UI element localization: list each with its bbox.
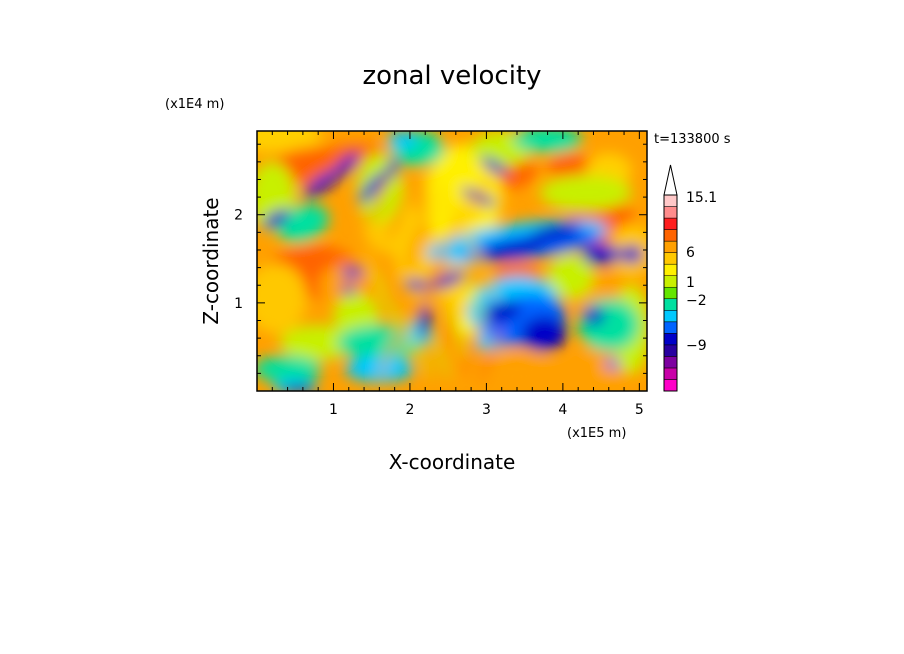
field-patch (480, 157, 508, 176)
time-label: t=133800 s (654, 132, 731, 147)
colorbar-level (663, 240, 678, 253)
colorbar-level (663, 252, 678, 265)
colorbar-tick-label: 1 (686, 275, 695, 291)
field-patch (547, 254, 594, 299)
field-streak (424, 256, 446, 314)
x-tick-label: 2 (405, 402, 414, 418)
field-patch (387, 131, 418, 149)
field-streak (470, 170, 492, 227)
colorbar-level (663, 379, 678, 392)
field-streak (438, 178, 460, 235)
field-patch (337, 324, 422, 361)
colorbar-level (663, 333, 678, 346)
field-patch (475, 239, 544, 261)
x-tick-label: 1 (329, 402, 338, 418)
field-streak (387, 184, 409, 242)
field-patch (341, 266, 365, 278)
field-streak (410, 324, 432, 381)
colorbar-level (663, 194, 678, 207)
colorbar-level (663, 356, 678, 369)
x-tick-label: 5 (635, 402, 644, 418)
field-patch (604, 360, 621, 369)
field-streak (479, 327, 501, 384)
field-streak (461, 320, 483, 377)
colorbar: 15.1 6 1 −2 −9 (663, 164, 717, 392)
field-patch (520, 316, 567, 352)
colorbar-tick-label: −2 (686, 293, 707, 309)
field-patch (358, 173, 385, 204)
field-patch (478, 351, 556, 387)
y-unit-label: (x1E4 m) (165, 97, 224, 112)
field-patch (582, 307, 605, 325)
x-unit-label: (x1E5 m) (567, 426, 626, 441)
field-patch (539, 175, 632, 211)
field-patch (277, 204, 329, 243)
colorbar-level (663, 217, 678, 230)
field-patch (482, 300, 521, 323)
field-patch (330, 152, 360, 181)
field-patch (257, 263, 307, 334)
colorbar-level (663, 263, 678, 276)
contour-field (257, 131, 647, 391)
field-patch (513, 131, 582, 154)
x-axis: 1 2 3 4 5 (271, 131, 644, 418)
field-patch (547, 153, 594, 180)
field-patch (262, 209, 290, 229)
colorbar-tick-label: −9 (686, 338, 707, 354)
plot-area (257, 131, 647, 391)
field-patch (578, 298, 640, 352)
field-patch (425, 144, 502, 250)
colorbar-level (663, 229, 678, 242)
field-patch (279, 324, 357, 361)
field-streak (415, 260, 437, 317)
field-streak (452, 186, 474, 244)
y-axis-label: Z-coordinate (199, 197, 223, 324)
field-patch (529, 222, 582, 242)
colorbar-level (663, 344, 678, 357)
field-patch (257, 131, 322, 154)
field-patch (620, 245, 644, 264)
field-streak (433, 219, 455, 277)
colorbar-level (663, 321, 678, 334)
field-patch (344, 355, 414, 383)
field-streak (383, 209, 405, 266)
field-patch (257, 355, 322, 383)
x-axis-label: X-coordinate (389, 450, 516, 474)
colorbar-tick-label: 15.1 (686, 190, 717, 206)
field-streak (475, 244, 497, 302)
field-patch (419, 302, 432, 339)
field-streak (374, 268, 396, 325)
x-tick-label: 4 (558, 402, 567, 418)
field-streak (456, 206, 478, 263)
field-streak (378, 321, 400, 379)
field-streak (420, 168, 442, 226)
field-streak (447, 305, 469, 363)
colorbar-tick-label: 6 (686, 245, 695, 261)
plot-frame (256, 130, 648, 392)
chart-title: zonal velocity (362, 61, 541, 91)
field-streak (369, 169, 391, 226)
field-streak (406, 216, 428, 274)
colorbar-level (663, 298, 678, 311)
colorbar-level (663, 206, 678, 219)
field-patch (283, 384, 315, 391)
colorbar-level (663, 310, 678, 323)
colorbar-frame (663, 194, 678, 392)
y-tick-label: 1 (234, 296, 243, 312)
field-streak (397, 297, 419, 354)
colorbar-level (663, 286, 678, 300)
colorbar-level (663, 275, 678, 288)
field-streak (429, 325, 451, 382)
field-streak (401, 180, 423, 237)
x-tick-label: 3 (482, 402, 491, 418)
y-axis: 12 (234, 143, 647, 374)
field-streak (465, 271, 487, 329)
y-tick-label: 2 (234, 208, 243, 224)
colorbar-max-arrow (663, 164, 678, 196)
colorbar-level (663, 367, 678, 380)
field-patch (341, 285, 357, 295)
field-patch (582, 243, 621, 265)
